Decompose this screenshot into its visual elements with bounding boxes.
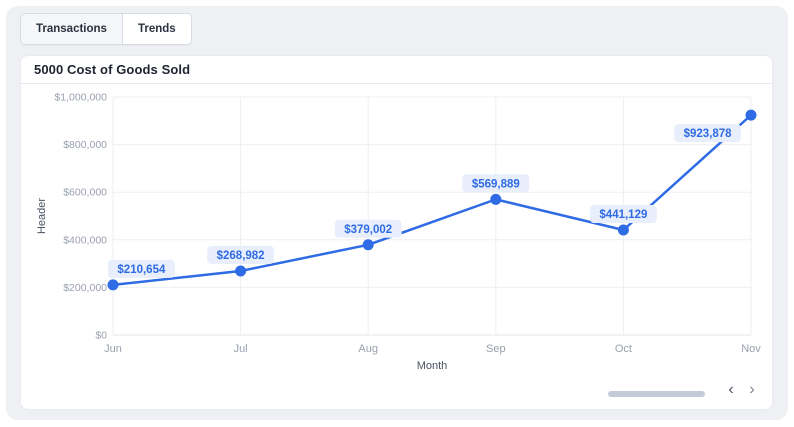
chart-canvas: $0 $200,000 $400,000 $600,000 $800,000 $1,000…: [36, 92, 761, 373]
x-axis-tick-label: Jul: [234, 343, 248, 355]
y-axis-tick-label: $600,000: [63, 187, 107, 199]
data-point[interactable]: [362, 239, 374, 251]
y-axis-title: Header: [36, 198, 48, 234]
x-axis-tick-label: Nov: [741, 343, 761, 355]
chevron-left-icon[interactable]: ‹: [728, 381, 734, 398]
tab-trends[interactable]: Trends: [121, 14, 191, 44]
x-axis-tick-label: Aug: [358, 343, 378, 355]
y-axis-tick-label: $800,000: [63, 139, 107, 151]
point-label-pill: [334, 219, 402, 238]
x-axis-tick-label: Sep: [486, 343, 506, 355]
point-label-pill: [590, 205, 657, 224]
point-label-pill: [108, 259, 175, 278]
chart-card: 5000 Cost of Goods Sold $0 $200,000 $400,0…: [20, 55, 773, 410]
y-axis-tick-label: $200,000: [63, 282, 107, 294]
chart-title: 5000 Cost of Goods Sold: [34, 62, 191, 77]
y-axis-tick-label: $400,000: [63, 234, 107, 246]
horizontal-scrollbar-thumb[interactable]: [608, 391, 705, 397]
point-label: $441,129: [599, 209, 647, 221]
x-axis-title: Month: [417, 360, 448, 372]
point-label-pill: [207, 245, 274, 264]
data-point[interactable]: [617, 224, 629, 236]
point-label: $569,889: [472, 178, 520, 190]
x-axis-tick-label: Oct: [615, 343, 632, 355]
data-point[interactable]: [235, 265, 247, 277]
data-point[interactable]: [490, 193, 502, 205]
line-chart: $0 $200,000 $400,000 $600,000 $800,000 $1,000…: [21, 84, 772, 373]
point-label: $210,654: [117, 264, 166, 276]
point-label: $268,982: [217, 250, 265, 262]
y-axis-tick-label: $0: [95, 330, 107, 342]
card-header: 5000 Cost of Goods Sold: [21, 56, 772, 84]
chevron-right-icon[interactable]: ›: [749, 381, 755, 398]
pager: ‹ ›: [723, 380, 760, 400]
view-tabs: Transactions Trends: [20, 13, 192, 45]
point-label: $923,878: [684, 128, 733, 140]
tab-transactions[interactable]: Transactions: [21, 14, 122, 44]
data-point[interactable]: [107, 279, 119, 291]
point-label: $379,002: [344, 224, 392, 236]
x-axis-tick-label: Jun: [104, 343, 122, 355]
point-label-pill: [462, 174, 530, 193]
chart-footer: ‹ ›: [21, 371, 772, 409]
point-label-pill: [674, 124, 741, 143]
y-axis-tick-label: $1,000,000: [54, 92, 107, 104]
data-point[interactable]: [745, 109, 757, 121]
